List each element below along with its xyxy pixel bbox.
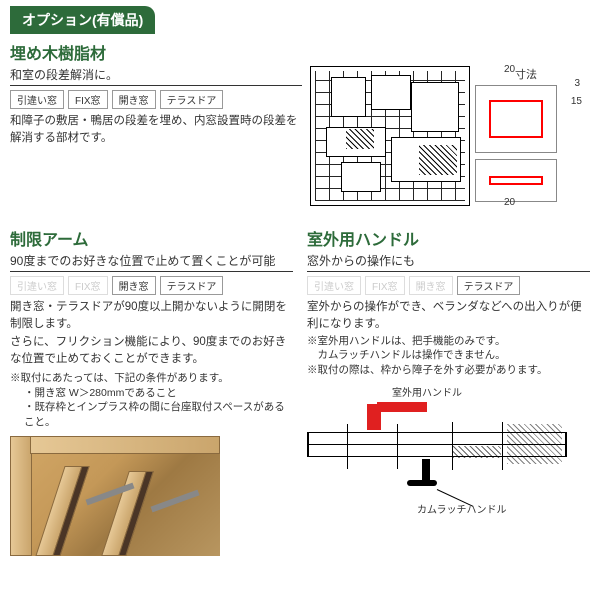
tag: テラスドア (160, 276, 224, 295)
section1-desc: 和障子の敷居・鴨居の段差を埋め、内窓設置時の段差を解消する部材です。 (10, 113, 302, 148)
section3-tags: 引違い窓 FIX窓 開き窓 テラスドア (307, 276, 590, 295)
section3-desc: 室外からの操作ができ、ベランダなどへの出入りが便利になります。 (307, 299, 590, 334)
section3: 室外用ハンドル 窓外からの操作にも 引違い窓 FIX窓 開き窓 テラスドア 室外… (307, 220, 590, 556)
dim-w2: 20 (504, 197, 515, 208)
section2-tags: 引違い窓 FIX窓 開き窓 テラスドア (10, 276, 293, 295)
tag: 引違い窓 (307, 276, 361, 295)
tag: 開き窓 (112, 90, 156, 109)
section3-note3: ※取付の際は、枠から障子を外す必要があります。 (307, 363, 590, 378)
section3-subtitle: 窓外からの操作にも (307, 252, 590, 272)
dim-w1: 20 (504, 64, 515, 75)
mechanical-drawing (310, 66, 470, 206)
section3-note2: カムラッチハンドルは操作できません。 (307, 348, 590, 363)
tag: FIX窓 (68, 90, 108, 109)
dim-h2: 3 (574, 78, 580, 89)
label-camlatch: カムラッチハンドル (417, 501, 507, 516)
window-photo (10, 436, 220, 556)
tag: 引違い窓 (10, 276, 64, 295)
tag: 開き窓 (112, 276, 156, 295)
tag: テラスドア (457, 276, 521, 295)
section1-tags: 引違い窓 FIX窓 開き窓 テラスドア (10, 90, 302, 109)
handle-tech-drawing: 室外用ハンドル カムラッチハンドル (307, 384, 567, 514)
section2-title: 制限アーム (10, 226, 293, 250)
section3-title: 室外用ハンドル (307, 226, 590, 250)
tag: FIX窓 (68, 276, 108, 295)
header-tab: オプション(有償品) (10, 6, 155, 34)
dim-h1: 15 (571, 96, 582, 107)
section2-subtitle: 90度までのお好きな位置で止めて置くことが可能 (10, 252, 293, 272)
section2-note2: ・既存枠とインプラス枠の間に台座取付スペースがあること。 (10, 400, 293, 429)
dimension-column: 寸法 20 15 3 20 (476, 66, 576, 206)
tag: 開き窓 (409, 276, 453, 295)
section2-note1: ・開き窓 W＞280mmであること (10, 386, 293, 401)
dim-label: 寸法 (476, 66, 576, 82)
section2-desc: 開き窓・テラスドアが90度以上開かないように開閉を制限します。 さらに、フリクシ… (10, 299, 293, 368)
tag: FIX窓 (365, 276, 405, 295)
label-outdoor-handle: 室外用ハンドル (392, 384, 462, 399)
section2-note-head: ※取付にあたっては、下記の条件があります。 (10, 371, 293, 386)
section1-title: 埋め木樹脂材 (10, 40, 590, 64)
section3-note1: ※室外用ハンドルは、把手機能のみです。 (307, 334, 590, 349)
tag: テラスドア (160, 90, 224, 109)
section2: 制限アーム 90度までのお好きな位置で止めて置くことが可能 引違い窓 FIX窓 … (10, 220, 293, 556)
section1-subtitle: 和室の段差解消に。 (10, 66, 302, 86)
tag: 引違い窓 (10, 90, 64, 109)
